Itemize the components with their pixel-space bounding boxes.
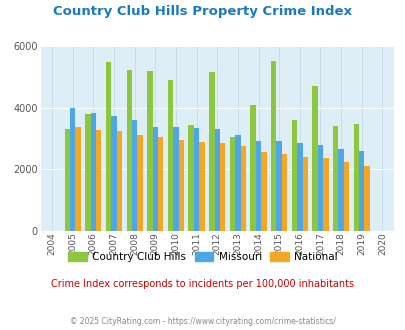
Bar — [250, 105, 255, 231]
Bar — [126, 70, 132, 231]
Bar — [85, 114, 90, 231]
Bar — [338, 149, 343, 231]
Bar — [276, 141, 281, 231]
Bar — [302, 157, 307, 231]
Bar — [317, 145, 322, 231]
Bar — [229, 137, 234, 231]
Bar — [152, 127, 158, 231]
Bar — [137, 135, 142, 231]
Bar — [312, 86, 317, 231]
Bar — [358, 151, 364, 231]
Bar — [64, 129, 70, 231]
Bar — [147, 71, 152, 231]
Bar — [255, 141, 260, 231]
Bar — [70, 109, 75, 231]
Bar — [96, 130, 101, 231]
Bar — [353, 124, 358, 231]
Text: Crime Index corresponds to incidents per 100,000 inhabitants: Crime Index corresponds to incidents per… — [51, 279, 354, 289]
Bar — [75, 127, 81, 231]
Bar — [199, 142, 204, 231]
Bar — [167, 80, 173, 231]
Bar — [132, 119, 137, 231]
Bar — [240, 146, 245, 231]
Bar — [116, 131, 121, 231]
Bar — [194, 127, 199, 231]
Bar — [173, 127, 178, 231]
Bar — [178, 140, 183, 231]
Bar — [322, 158, 328, 231]
Bar — [158, 137, 163, 231]
Bar — [291, 119, 296, 231]
Bar — [260, 151, 266, 231]
Legend: Country Club Hills, Missouri, National: Country Club Hills, Missouri, National — [64, 248, 341, 266]
Bar — [296, 143, 302, 231]
Bar — [364, 166, 369, 231]
Bar — [90, 113, 96, 231]
Text: © 2025 CityRating.com - https://www.cityrating.com/crime-statistics/: © 2025 CityRating.com - https://www.city… — [70, 317, 335, 326]
Bar — [234, 135, 240, 231]
Bar — [281, 154, 286, 231]
Bar — [111, 116, 116, 231]
Bar — [332, 126, 338, 231]
Bar — [271, 61, 276, 231]
Bar — [209, 72, 214, 231]
Text: Country Club Hills Property Crime Index: Country Club Hills Property Crime Index — [53, 5, 352, 18]
Bar — [106, 62, 111, 231]
Bar — [220, 143, 225, 231]
Bar — [343, 162, 348, 231]
Bar — [188, 125, 194, 231]
Bar — [214, 129, 220, 231]
